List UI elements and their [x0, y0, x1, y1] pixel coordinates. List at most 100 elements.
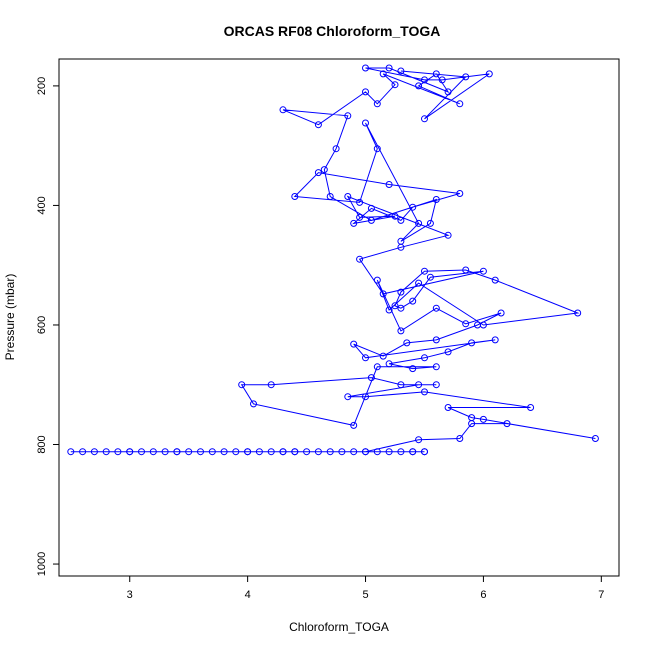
- x-tick-label: 3: [127, 589, 133, 601]
- data-point: [438, 76, 446, 84]
- data-point: [303, 448, 311, 456]
- data-point: [344, 393, 352, 401]
- data-point: [432, 304, 440, 312]
- data-point: [468, 339, 476, 347]
- data-point: [397, 288, 405, 296]
- plot-frame: [58, 58, 620, 577]
- data-point: [432, 336, 440, 344]
- data-point: [479, 415, 487, 423]
- data-point: [90, 448, 98, 456]
- data-point: [385, 448, 393, 456]
- data-point: [255, 448, 263, 456]
- data-point: [421, 354, 428, 362]
- data-point: [415, 279, 423, 287]
- data-point: [468, 414, 476, 422]
- data-point: [344, 112, 352, 120]
- data-point: [362, 354, 369, 362]
- data-point: [444, 88, 452, 96]
- data-point: [79, 448, 87, 456]
- x-axis-label: Chloroform_TOGA: [289, 620, 389, 634]
- x-tick-label: 5: [362, 589, 368, 601]
- data-point: [356, 198, 364, 206]
- data-point: [373, 363, 381, 371]
- data-point: [220, 448, 228, 456]
- data-point: [373, 145, 381, 153]
- data-point: [326, 448, 334, 456]
- data-point: [385, 306, 393, 314]
- data-point: [161, 448, 169, 456]
- series-line: [70, 67, 596, 453]
- data-point: [320, 166, 328, 174]
- data-point: [415, 381, 423, 389]
- data-point: [497, 309, 505, 317]
- data-point: [350, 448, 358, 456]
- x-tick-label: 6: [480, 589, 486, 601]
- data-point: [367, 374, 375, 382]
- data-point: [379, 352, 387, 360]
- data-point: [244, 448, 252, 456]
- data-point: [444, 231, 452, 239]
- data-point: [409, 365, 417, 373]
- data-point: [373, 100, 381, 108]
- data-point: [391, 81, 399, 89]
- data-point: [338, 448, 346, 456]
- data-point: [462, 73, 470, 81]
- data-point: [421, 76, 428, 84]
- data-point: [362, 393, 369, 401]
- data-point: [397, 448, 405, 456]
- data-point: [391, 302, 399, 310]
- data-point: [397, 327, 405, 335]
- data-point: [149, 448, 157, 456]
- data-point: [574, 309, 582, 317]
- data-point: [279, 448, 287, 456]
- data-point: [432, 196, 440, 203]
- data-point: [185, 448, 193, 456]
- x-axis: 3 4 5 6 7: [127, 576, 604, 601]
- data-point: [385, 64, 393, 72]
- data-point: [350, 219, 358, 227]
- chart-title: ORCAS RF08 Chloroform_TOGA: [224, 23, 441, 39]
- data-point: [527, 404, 535, 411]
- y-tick-label: 200: [36, 77, 48, 95]
- data-point: [421, 448, 428, 456]
- data-point: [373, 276, 381, 284]
- data-point: [491, 276, 499, 284]
- data-point: [326, 193, 334, 200]
- data-point: [250, 400, 257, 408]
- x-tick-label: 7: [598, 589, 604, 601]
- data-point: [314, 121, 322, 129]
- data-point: [456, 435, 464, 442]
- data-point: [379, 290, 387, 298]
- data-point: [344, 193, 352, 200]
- data-point: [267, 448, 275, 456]
- data-point: [238, 381, 246, 389]
- data-point: [397, 381, 405, 389]
- data-point: [138, 448, 145, 456]
- data-point: [456, 100, 464, 108]
- y-tick-label: 1000: [36, 552, 48, 576]
- data-point: [367, 216, 375, 224]
- data-point: [362, 119, 369, 127]
- data-point: [232, 448, 240, 456]
- data-point: [102, 448, 110, 456]
- data-point: [503, 420, 511, 428]
- data-point: [362, 448, 369, 456]
- data-point: [485, 70, 493, 78]
- data-point: [403, 339, 411, 347]
- data-point: [391, 212, 399, 220]
- data-point: [367, 204, 375, 212]
- data-point: [444, 404, 452, 411]
- y-tick-label: 800: [36, 435, 48, 453]
- data-point: [479, 267, 487, 275]
- y-axis: 200 400 600 800 1000: [36, 77, 59, 576]
- data-point: [379, 70, 387, 78]
- data-point: [373, 448, 381, 456]
- data-point: [173, 448, 181, 456]
- data-point: [397, 237, 405, 245]
- data-point: [415, 436, 423, 444]
- data-point: [114, 448, 122, 456]
- data-point: [362, 88, 369, 96]
- data-point: [397, 67, 405, 75]
- data-point: [362, 64, 369, 72]
